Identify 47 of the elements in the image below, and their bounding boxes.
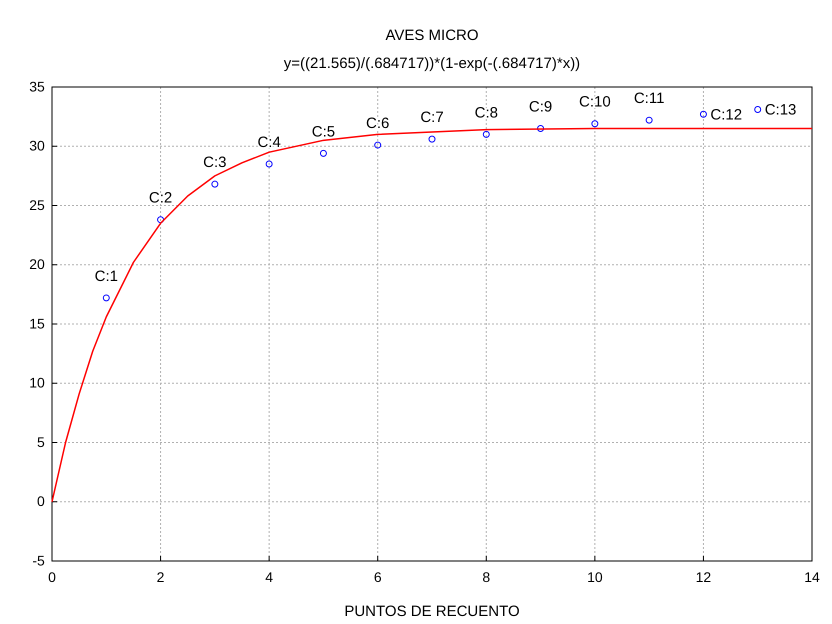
- point: [428, 136, 436, 143]
- y-tick-label: 25: [29, 196, 46, 213]
- annotation: C:9: [528, 98, 552, 116]
- annotation: C:2: [148, 190, 172, 207]
- y-tick-label: 15: [29, 315, 46, 332]
- point: [211, 180, 218, 188]
- y-tick-label: 20: [29, 256, 46, 272]
- annotation: C:8: [474, 104, 498, 122]
- point: [374, 142, 382, 149]
- annotation: C:12: [710, 106, 742, 124]
- y-tick-label: 0: [37, 493, 46, 510]
- point: [320, 150, 327, 157]
- x-tick-label: 2: [156, 569, 165, 586]
- chart-title: AVES MICRO: [385, 27, 479, 44]
- x-tick-label: 10: [587, 569, 603, 586]
- point: [754, 106, 762, 113]
- point: [537, 124, 544, 132]
- y-tick-label: 5: [37, 434, 46, 450]
- annotation: C:6: [366, 115, 390, 132]
- annotation: C:4: [257, 134, 281, 152]
- annotation: C:10: [579, 94, 611, 111]
- y-tick-label: 10: [29, 374, 46, 391]
- x-tick-label: 6: [374, 569, 382, 586]
- y-tick-label: 30: [29, 138, 46, 154]
- line-series: [51, 128, 813, 502]
- annotation: C:7: [420, 109, 444, 126]
- y-tick-label: 35: [29, 78, 46, 94]
- annotation: C:3: [203, 154, 227, 172]
- x-tick-label: 4: [265, 569, 274, 586]
- point: [157, 216, 164, 224]
- x-axis-title: PUNTOS DE RECUENTO: [344, 603, 520, 620]
- annotation: C:13: [764, 102, 796, 119]
- point: [102, 294, 110, 302]
- point: [482, 130, 490, 138]
- y-tick-label: -5: [32, 552, 46, 568]
- chart-subtitle: y=((21.565)/(.684717))*(1-exp(-(.684717)*x)): [284, 55, 580, 72]
- annotation: C:5: [312, 123, 336, 140]
- x-tick-label: 8: [482, 569, 490, 586]
- annotation: C:11: [634, 90, 664, 108]
- point: [591, 120, 598, 128]
- x-tick-label: 0: [48, 569, 56, 586]
- x-tick-label: 14: [804, 569, 820, 586]
- point: [266, 160, 273, 168]
- annotation: C:1: [94, 268, 118, 285]
- x-tick-label: 12: [696, 569, 712, 586]
- point: [700, 110, 707, 118]
- point: [646, 116, 653, 124]
